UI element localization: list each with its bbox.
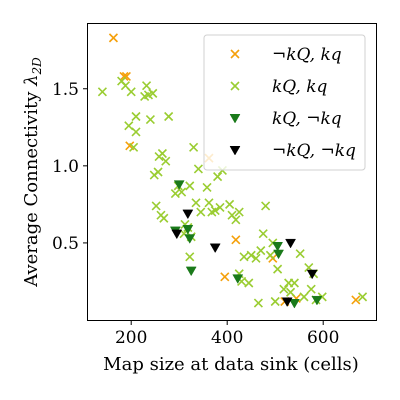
data-point [161, 156, 171, 166]
data-point [193, 164, 203, 174]
data-point [184, 234, 196, 244]
series-3 [171, 209, 318, 308]
data-point [131, 127, 141, 137]
legend-entry: ¬kQ, ¬kq [229, 141, 356, 161]
data-point [131, 111, 141, 122]
y-tick-label: 1.0 [52, 157, 79, 177]
data-point [256, 246, 266, 256]
data-point [306, 284, 316, 294]
data-point [141, 81, 152, 91]
data-point [220, 272, 230, 282]
data-point [225, 199, 235, 209]
x-axis-ticks: 200 400 600 [115, 320, 339, 348]
data-point [204, 198, 214, 208]
x-tick-label: 600 [307, 328, 339, 348]
data-point [145, 115, 155, 125]
data-point [279, 284, 289, 294]
data-point [246, 250, 256, 260]
data-point [273, 249, 284, 260]
data-point [164, 111, 174, 122]
data-point [311, 295, 323, 306]
data-point [285, 238, 296, 249]
data-point [306, 269, 318, 280]
legend-marker [229, 146, 241, 156]
y-tick-label: 0.5 [52, 234, 79, 254]
data-point [213, 172, 223, 182]
y-axis-title: Average Connectivity λ2D [21, 57, 44, 288]
x-tick-label: 400 [211, 328, 243, 348]
data-point [251, 253, 261, 263]
data-point [231, 215, 241, 225]
data-points [97, 33, 368, 309]
x-tick-label: 200 [115, 328, 147, 348]
legend-label: kQ, ¬kq [272, 109, 342, 129]
data-point [351, 295, 361, 305]
data-point [253, 298, 263, 308]
legend-entry: kQ, ¬kq [229, 109, 342, 129]
data-point [265, 250, 275, 260]
data-point [272, 242, 284, 252]
data-point [182, 209, 194, 220]
data-point [239, 252, 249, 262]
data-point [108, 33, 119, 43]
data-point [185, 252, 195, 262]
data-point [182, 225, 194, 235]
data-point [261, 201, 271, 211]
data-point [185, 181, 195, 191]
data-point [119, 71, 129, 81]
data-point [129, 142, 139, 152]
data-point [357, 292, 368, 302]
y-tick-label: 1.5 [52, 80, 79, 100]
data-point [285, 287, 296, 297]
data-point [157, 148, 167, 159]
data-point [202, 182, 212, 192]
data-point [215, 202, 225, 213]
data-point [288, 299, 300, 309]
legend-marker [229, 114, 241, 124]
series-2 [169, 180, 323, 309]
data-point [289, 278, 299, 288]
data-point [210, 205, 220, 216]
legend-entry: ¬kQ, kq [230, 45, 342, 65]
data-point [232, 274, 244, 284]
data-point [185, 266, 197, 277]
data-point [189, 142, 199, 152]
y-axis-ticks: 0.5 1.0 1.5 [52, 80, 88, 254]
x-axis-title: Map size at data sink (cells) [103, 354, 359, 375]
data-point [258, 229, 268, 239]
data-point [270, 296, 280, 307]
data-point [231, 235, 241, 245]
data-point [191, 198, 201, 208]
legend-label: ¬kQ, ¬kq [272, 141, 356, 161]
legend: ¬kQ, kq kQ, kq kQ, ¬kq ¬kQ, ¬kq [203, 34, 366, 171]
data-point [295, 249, 305, 259]
legend-frame [203, 34, 366, 171]
data-point [244, 278, 254, 288]
legend-entry: kQ, kq [230, 77, 328, 97]
legend-marker [230, 49, 240, 59]
data-point [273, 264, 283, 274]
legend-label: ¬kQ, kq [272, 45, 342, 65]
data-point [281, 297, 293, 308]
data-point [171, 229, 183, 240]
data-point [173, 180, 185, 190]
data-point [148, 88, 158, 98]
data-point [151, 201, 161, 211]
legend-entries: ¬kQ, kq kQ, kq kQ, ¬kq ¬kQ, ¬kq [229, 45, 356, 161]
data-point [234, 207, 244, 217]
data-point [126, 87, 136, 97]
plot-frame [87, 23, 377, 321]
data-point [177, 187, 187, 197]
data-point [299, 292, 309, 302]
data-point [97, 87, 107, 97]
data-point [124, 121, 134, 131]
legend-label: kQ, kq [272, 77, 328, 97]
data-point [159, 213, 169, 223]
data-point [196, 207, 206, 217]
data-point [153, 167, 163, 177]
legend-marker [230, 81, 240, 91]
data-point [209, 243, 221, 254]
